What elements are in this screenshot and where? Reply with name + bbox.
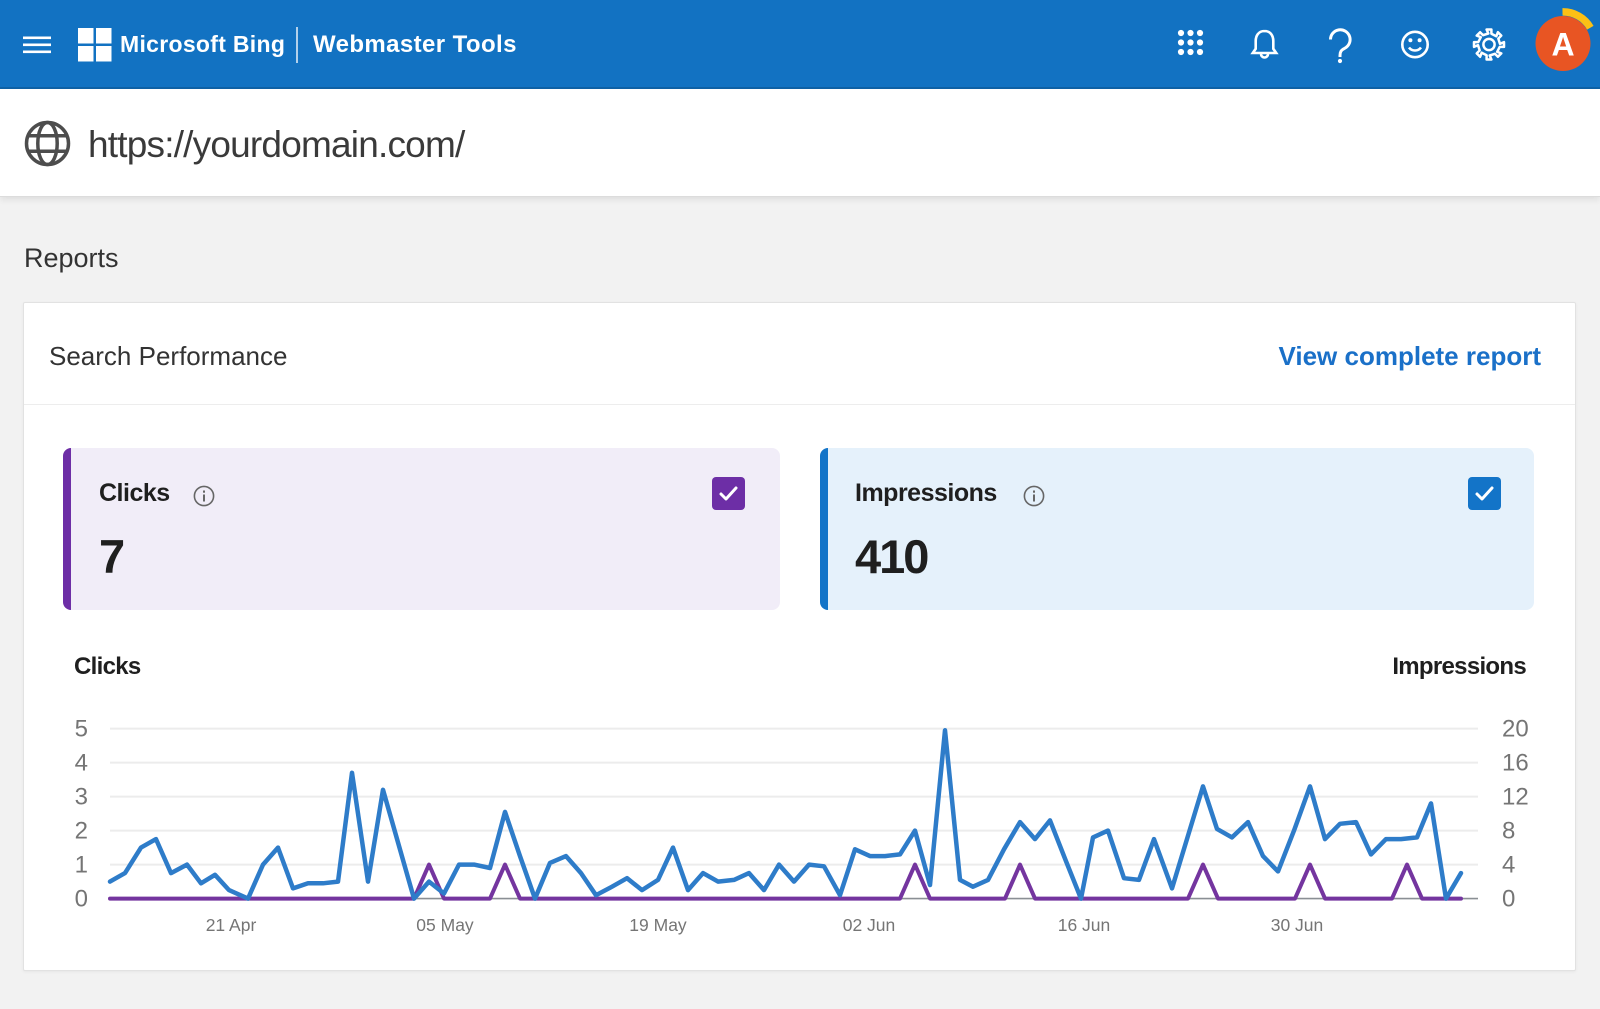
svg-text:0: 0 <box>75 886 88 913</box>
svg-text:30 Jun: 30 Jun <box>1271 915 1324 935</box>
svg-text:4: 4 <box>75 750 88 777</box>
svg-text:20: 20 <box>1502 716 1529 743</box>
svg-text:16: 16 <box>1502 750 1529 777</box>
svg-text:4: 4 <box>1502 852 1515 879</box>
svg-text:19 May: 19 May <box>629 915 687 935</box>
svg-text:5: 5 <box>75 716 88 743</box>
svg-text:2: 2 <box>75 818 88 845</box>
svg-text:05 May: 05 May <box>416 915 474 935</box>
svg-text:A: A <box>1551 27 1574 63</box>
svg-text:8: 8 <box>1502 818 1515 845</box>
svg-text:0: 0 <box>1502 886 1515 913</box>
svg-text:12: 12 <box>1502 784 1529 811</box>
svg-text:16 Jun: 16 Jun <box>1058 915 1111 935</box>
svg-text:21 Apr: 21 Apr <box>206 915 257 935</box>
svg-text:1: 1 <box>75 852 88 879</box>
svg-text:02 Jun: 02 Jun <box>843 915 896 935</box>
svg-text:3: 3 <box>75 784 88 811</box>
